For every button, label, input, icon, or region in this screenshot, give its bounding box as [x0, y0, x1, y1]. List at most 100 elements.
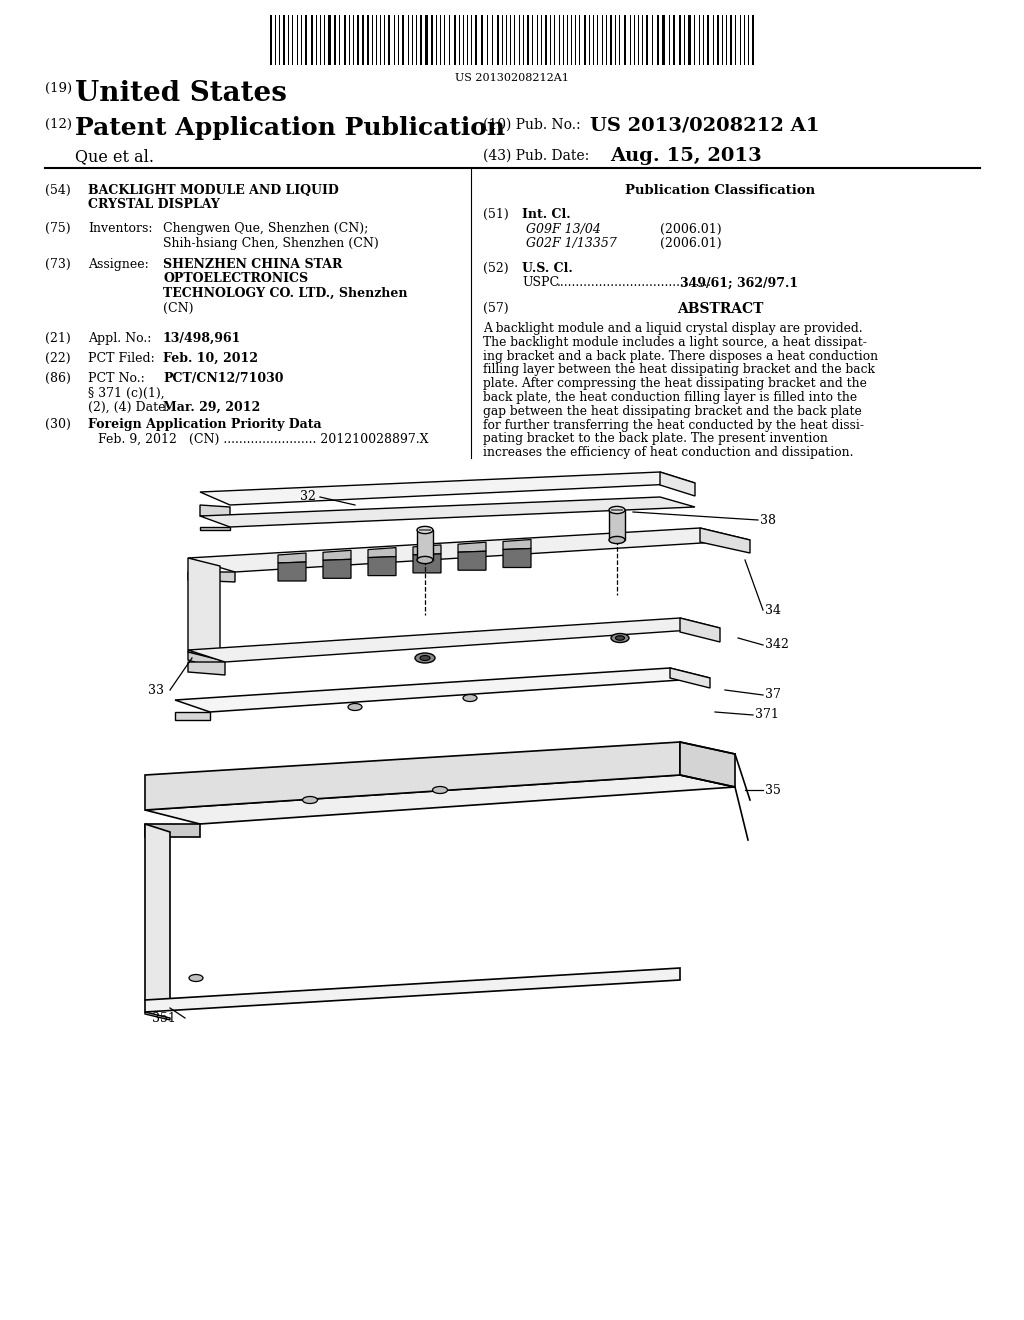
Polygon shape: [660, 473, 695, 496]
Bar: [367, 15, 369, 65]
Text: PCT No.:: PCT No.:: [88, 372, 144, 385]
Ellipse shape: [609, 536, 625, 544]
Text: (43) Pub. Date:: (43) Pub. Date:: [483, 149, 589, 162]
Text: Patent Application Publication: Patent Application Publication: [75, 116, 505, 140]
Polygon shape: [278, 553, 306, 564]
Polygon shape: [145, 968, 680, 1012]
Polygon shape: [200, 473, 695, 506]
Text: ..........................................: ........................................…: [557, 276, 720, 289]
Text: (86): (86): [45, 372, 71, 385]
Text: 33: 33: [148, 684, 164, 697]
Text: (22): (22): [45, 352, 71, 366]
Bar: [657, 15, 659, 65]
Polygon shape: [368, 557, 396, 576]
Polygon shape: [200, 527, 230, 531]
Ellipse shape: [432, 787, 447, 793]
Text: back plate, the heat conduction filling layer is filled into the: back plate, the heat conduction filling …: [483, 391, 857, 404]
Bar: [425, 15, 428, 65]
Polygon shape: [323, 560, 351, 578]
Text: Chengwen Que, Shenzhen (CN);: Chengwen Que, Shenzhen (CN);: [163, 222, 369, 235]
Polygon shape: [609, 510, 625, 540]
Bar: [420, 15, 422, 65]
Polygon shape: [188, 663, 225, 675]
Text: (51): (51): [483, 209, 509, 220]
Bar: [305, 15, 307, 65]
Polygon shape: [413, 554, 441, 573]
Text: (2006.01): (2006.01): [660, 238, 722, 249]
Bar: [334, 15, 336, 65]
Text: Que et al.: Que et al.: [75, 148, 154, 165]
Polygon shape: [145, 824, 200, 837]
Text: (52): (52): [483, 261, 509, 275]
Text: filling layer between the heat dissipating bracket and the back: filling layer between the heat dissipati…: [483, 363, 874, 376]
Ellipse shape: [348, 704, 362, 710]
Polygon shape: [278, 562, 306, 581]
Ellipse shape: [189, 974, 203, 982]
Polygon shape: [413, 545, 441, 554]
Polygon shape: [670, 668, 710, 688]
Ellipse shape: [463, 694, 477, 701]
Text: 351: 351: [152, 1011, 176, 1024]
Polygon shape: [175, 668, 710, 711]
Bar: [624, 15, 626, 65]
Bar: [283, 15, 285, 65]
Text: (2006.01): (2006.01): [660, 223, 722, 235]
Text: Publication Classification: Publication Classification: [625, 183, 815, 197]
Text: BACKLIGHT MODULE AND LIQUID: BACKLIGHT MODULE AND LIQUID: [88, 183, 339, 197]
Text: 35: 35: [765, 784, 781, 796]
Polygon shape: [503, 549, 531, 568]
Text: pating bracket to the back plate. The present invention: pating bracket to the back plate. The pr…: [483, 433, 827, 445]
Text: U.S. Cl.: U.S. Cl.: [522, 261, 572, 275]
Text: (CN): (CN): [163, 301, 194, 314]
Text: gap between the heat dissipating bracket and the back plate: gap between the heat dissipating bracket…: [483, 405, 862, 418]
Text: for further transferring the heat conducted by the heat dissi-: for further transferring the heat conduc…: [483, 418, 864, 432]
Bar: [717, 15, 719, 65]
Bar: [610, 15, 612, 65]
Text: SHENZHEN CHINA STAR: SHENZHEN CHINA STAR: [163, 257, 342, 271]
Ellipse shape: [415, 653, 435, 663]
Text: ing bracket and a back plate. There disposes a heat conduction: ing bracket and a back plate. There disp…: [483, 350, 879, 363]
Text: 32: 32: [300, 491, 315, 503]
Ellipse shape: [420, 656, 430, 660]
Text: (57): (57): [483, 302, 509, 315]
Text: Feb. 10, 2012: Feb. 10, 2012: [163, 352, 258, 366]
Text: USPC: USPC: [522, 276, 559, 289]
Text: 13/498,961: 13/498,961: [163, 333, 242, 345]
Bar: [497, 15, 499, 65]
Ellipse shape: [417, 527, 433, 533]
Text: ABSTRACT: ABSTRACT: [677, 302, 763, 315]
Bar: [454, 15, 456, 65]
Text: US 2013/0208212 A1: US 2013/0208212 A1: [590, 116, 819, 135]
Bar: [481, 15, 483, 65]
Text: (30): (30): [45, 418, 71, 432]
Text: PCT Filed:: PCT Filed:: [88, 352, 155, 366]
Text: increases the efficiency of heat conduction and dissipation.: increases the efficiency of heat conduct…: [483, 446, 853, 459]
Text: A backlight module and a liquid crystal display are provided.: A backlight module and a liquid crystal …: [483, 322, 862, 335]
Text: US 20130208212A1: US 20130208212A1: [455, 73, 569, 83]
Text: § 371 (c)(1),: § 371 (c)(1),: [88, 387, 165, 400]
Text: Appl. No.:: Appl. No.:: [88, 333, 152, 345]
Ellipse shape: [417, 557, 433, 564]
Text: G09F 13/04: G09F 13/04: [526, 223, 601, 235]
Bar: [679, 15, 681, 65]
Bar: [362, 15, 364, 65]
Bar: [402, 15, 404, 65]
Polygon shape: [188, 528, 750, 572]
Text: Assignee:: Assignee:: [88, 257, 148, 271]
Text: 349/61; 362/97.1: 349/61; 362/97.1: [680, 276, 798, 289]
Text: (54): (54): [45, 183, 71, 197]
Text: G02F 1/13357: G02F 1/13357: [526, 238, 616, 249]
Polygon shape: [188, 572, 234, 582]
Bar: [357, 15, 359, 65]
Bar: [311, 15, 313, 65]
Bar: [431, 15, 433, 65]
Polygon shape: [145, 824, 170, 1008]
Ellipse shape: [611, 634, 629, 643]
Text: 38: 38: [760, 513, 776, 527]
Text: Mar. 29, 2012: Mar. 29, 2012: [163, 401, 260, 414]
Polygon shape: [188, 558, 220, 660]
Text: (21): (21): [45, 333, 71, 345]
Polygon shape: [323, 550, 351, 560]
Text: (73): (73): [45, 257, 71, 271]
Polygon shape: [458, 543, 486, 552]
